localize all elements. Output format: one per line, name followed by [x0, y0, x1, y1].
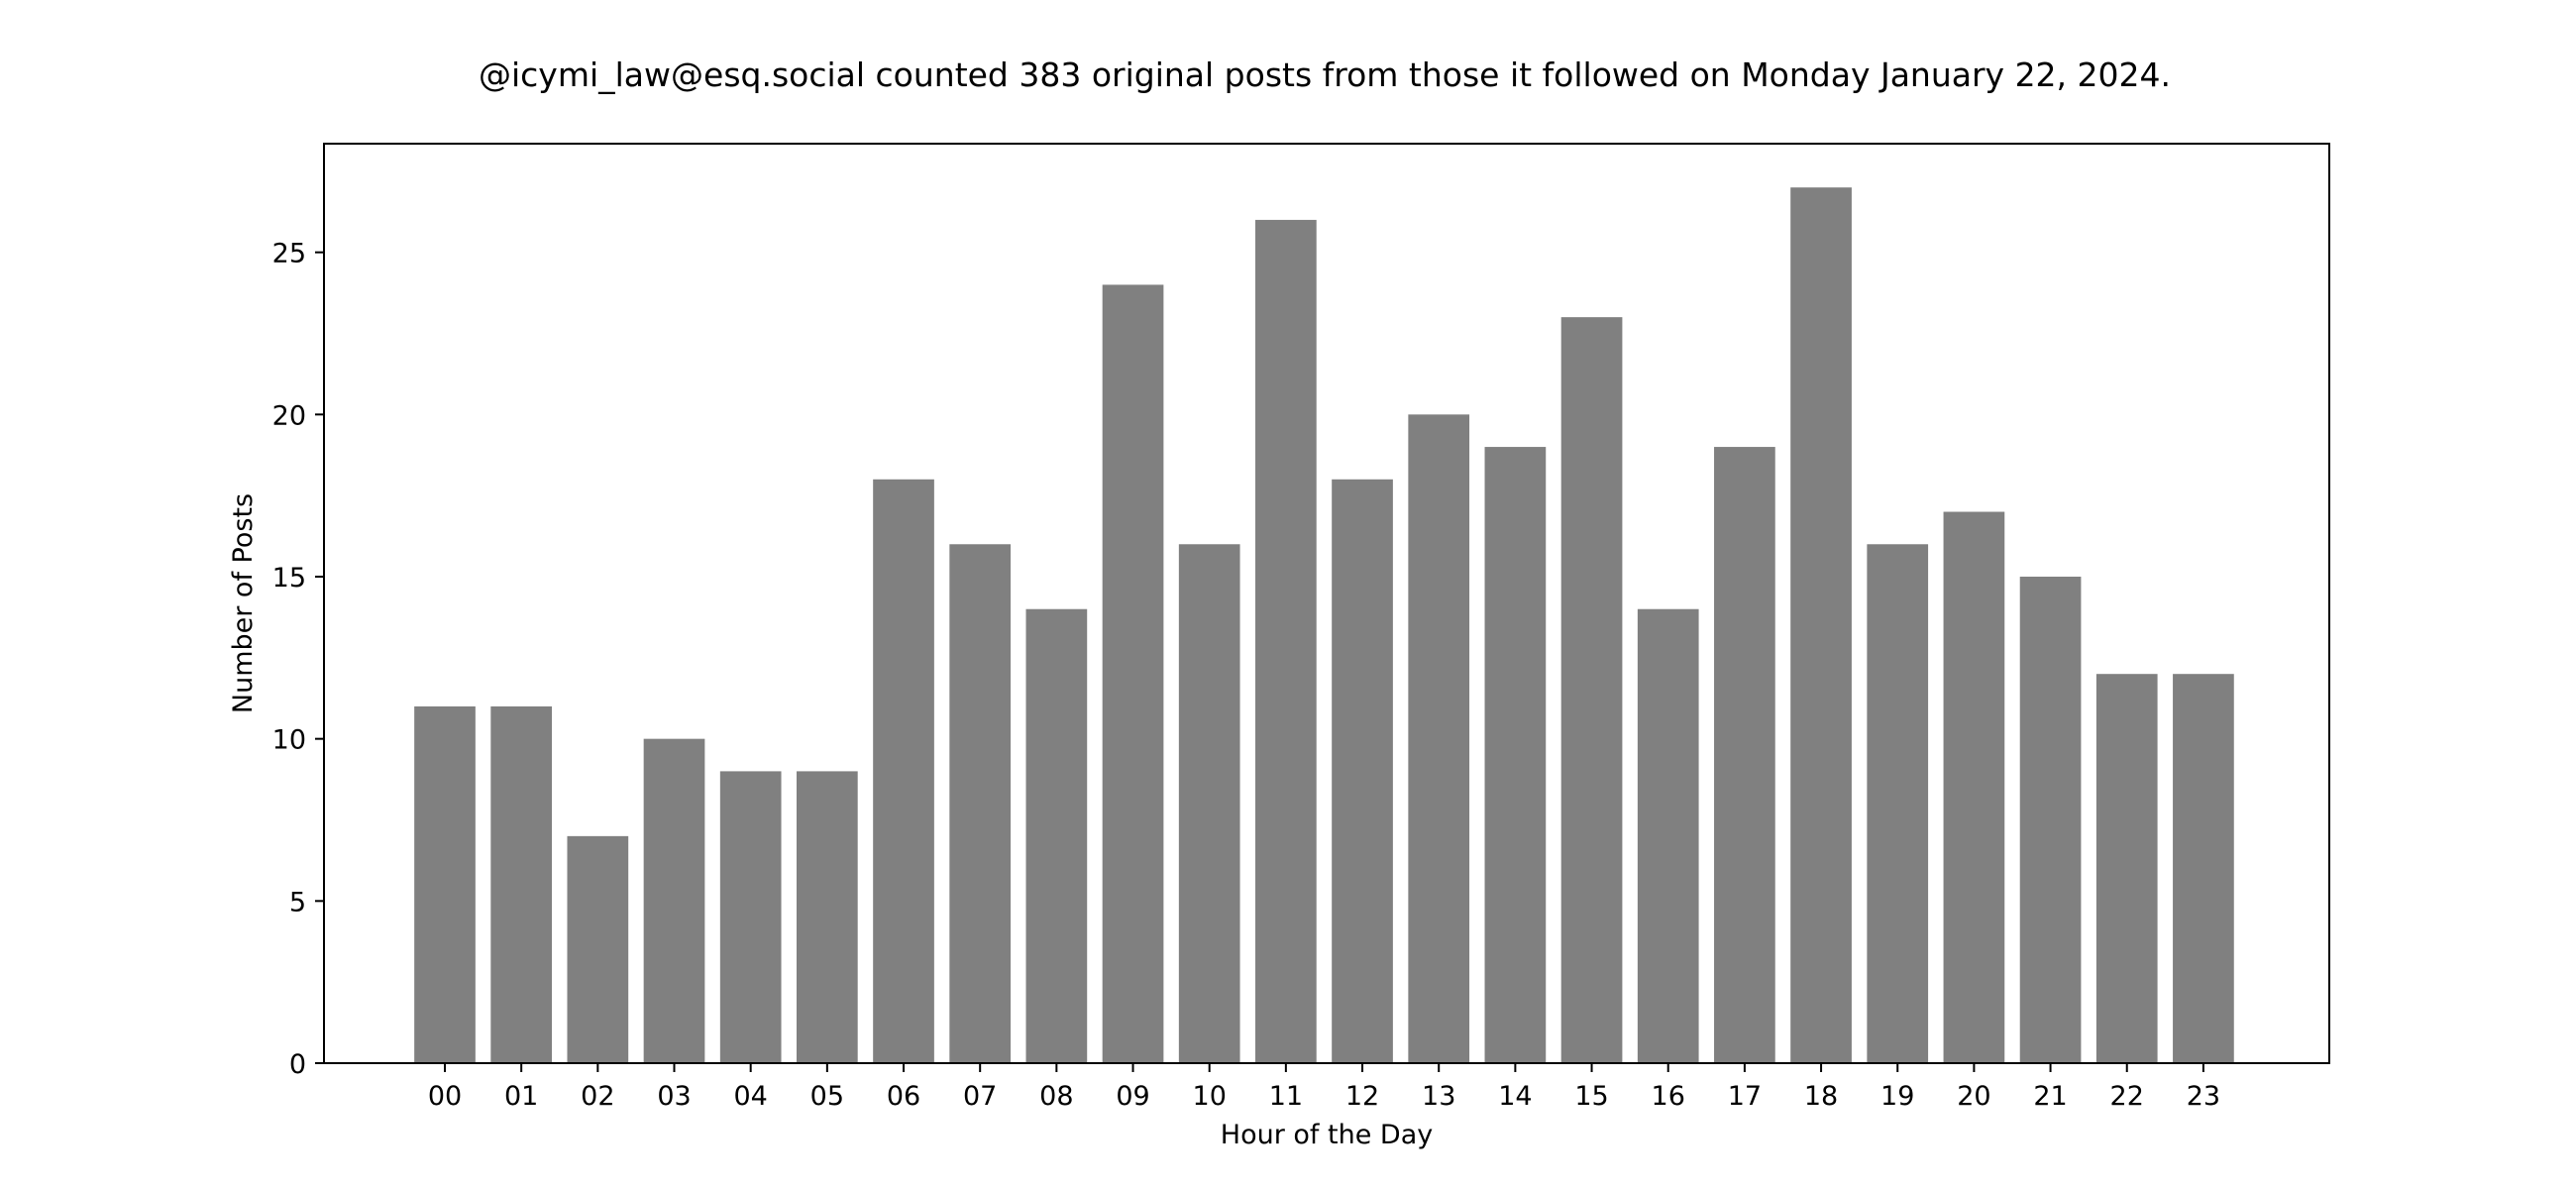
bars-group: [414, 187, 2234, 1064]
bar-hour-02: [567, 835, 629, 1063]
y-axis-label: Number of Posts: [228, 493, 259, 713]
x-tick-label: 12: [1345, 1081, 1379, 1112]
x-tick-label: 10: [1193, 1081, 1227, 1112]
y-tick-label: 0: [289, 1049, 306, 1080]
x-tick-label: 22: [2110, 1081, 2144, 1112]
y-tick-label: 10: [272, 725, 306, 756]
bar-hour-01: [490, 705, 553, 1063]
bar-hour-22: [2095, 674, 2158, 1063]
x-tick-label: 16: [1652, 1081, 1685, 1112]
bar-hour-04: [719, 771, 782, 1063]
x-tick-label: 02: [581, 1081, 614, 1112]
bar-hour-13: [1408, 414, 1470, 1064]
bar-hour-00: [414, 705, 476, 1063]
plot-area-frame: [323, 143, 2330, 1064]
x-tick-label: 18: [1804, 1081, 1838, 1112]
bar-hour-03: [643, 738, 705, 1063]
bar-hour-07: [949, 544, 1012, 1063]
bar-hour-19: [1867, 544, 1929, 1063]
x-tick-label: 20: [1957, 1081, 1990, 1112]
x-tick-label: 05: [810, 1081, 844, 1112]
bar-hour-17: [1714, 447, 1775, 1063]
x-axis-label: Hour of the Day: [1221, 1120, 1433, 1150]
bar-hour-20: [1943, 511, 2005, 1063]
bar-hour-12: [1332, 479, 1393, 1063]
y-tick-label: 20: [272, 400, 306, 431]
bar-hour-11: [1255, 219, 1317, 1064]
bar-hour-21: [2019, 576, 2082, 1063]
y-axis-ticks: 0 5 10 15 20 25: [272, 239, 324, 1080]
x-tick-label: 21: [2033, 1081, 2067, 1112]
x-tick-label: 23: [2187, 1081, 2220, 1112]
x-tick-label: 14: [1498, 1081, 1532, 1112]
x-tick-label: 11: [1269, 1081, 1303, 1112]
x-tick-label: 08: [1039, 1081, 1073, 1112]
x-tick-label: 06: [887, 1081, 920, 1112]
x-tick-label: 17: [1728, 1081, 1762, 1112]
x-tick-label: 03: [657, 1081, 691, 1112]
x-axis-ticks: 00 01 02 03 04 05 06 07 08 09 10 11 12 13 14 15 16 17 18 19…: [428, 1063, 2220, 1112]
x-tick-label: 00: [428, 1081, 462, 1112]
y-tick-label: 5: [289, 887, 306, 918]
x-tick-label: 01: [504, 1081, 538, 1112]
y-tick-label: 25: [272, 239, 306, 270]
bar-hour-14: [1484, 447, 1547, 1063]
x-tick-label: 15: [1574, 1081, 1608, 1112]
x-tick-label: 13: [1422, 1081, 1455, 1112]
bar-hour-05: [797, 771, 858, 1063]
bar-hour-16: [1637, 608, 1699, 1063]
chart-title: @icymi_law@esq.social counted 383 origin…: [479, 55, 2171, 94]
x-tick-label: 19: [1880, 1081, 1914, 1112]
bar-hour-08: [1025, 608, 1088, 1063]
bar-hour-06: [873, 479, 934, 1063]
bar-hour-15: [1560, 317, 1623, 1063]
x-tick-label: 09: [1116, 1081, 1149, 1112]
bar-hour-18: [1790, 187, 1852, 1063]
x-tick-label: 07: [963, 1081, 997, 1112]
x-tick-label: 04: [734, 1081, 768, 1112]
bar-hour-23: [2173, 674, 2234, 1063]
bar-hour-09: [1102, 284, 1164, 1063]
y-tick-label: 15: [272, 563, 306, 594]
bar-hour-10: [1178, 544, 1240, 1063]
